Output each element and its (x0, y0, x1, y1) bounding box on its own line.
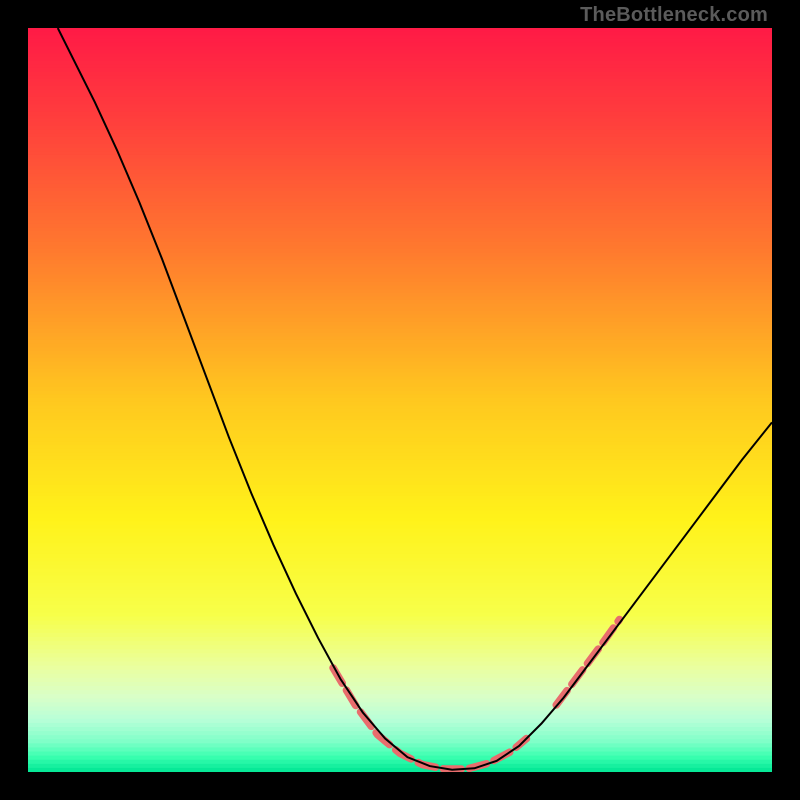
highlight-segment (556, 619, 619, 705)
watermark-text: TheBottleneck.com (580, 4, 768, 27)
chart-container: TheBottleneck.com (0, 0, 800, 800)
highlight-segments (333, 619, 619, 769)
bottleneck-curve (58, 28, 772, 770)
curve-layer (28, 28, 772, 772)
highlight-segment (333, 668, 526, 769)
plot-area (28, 28, 772, 772)
